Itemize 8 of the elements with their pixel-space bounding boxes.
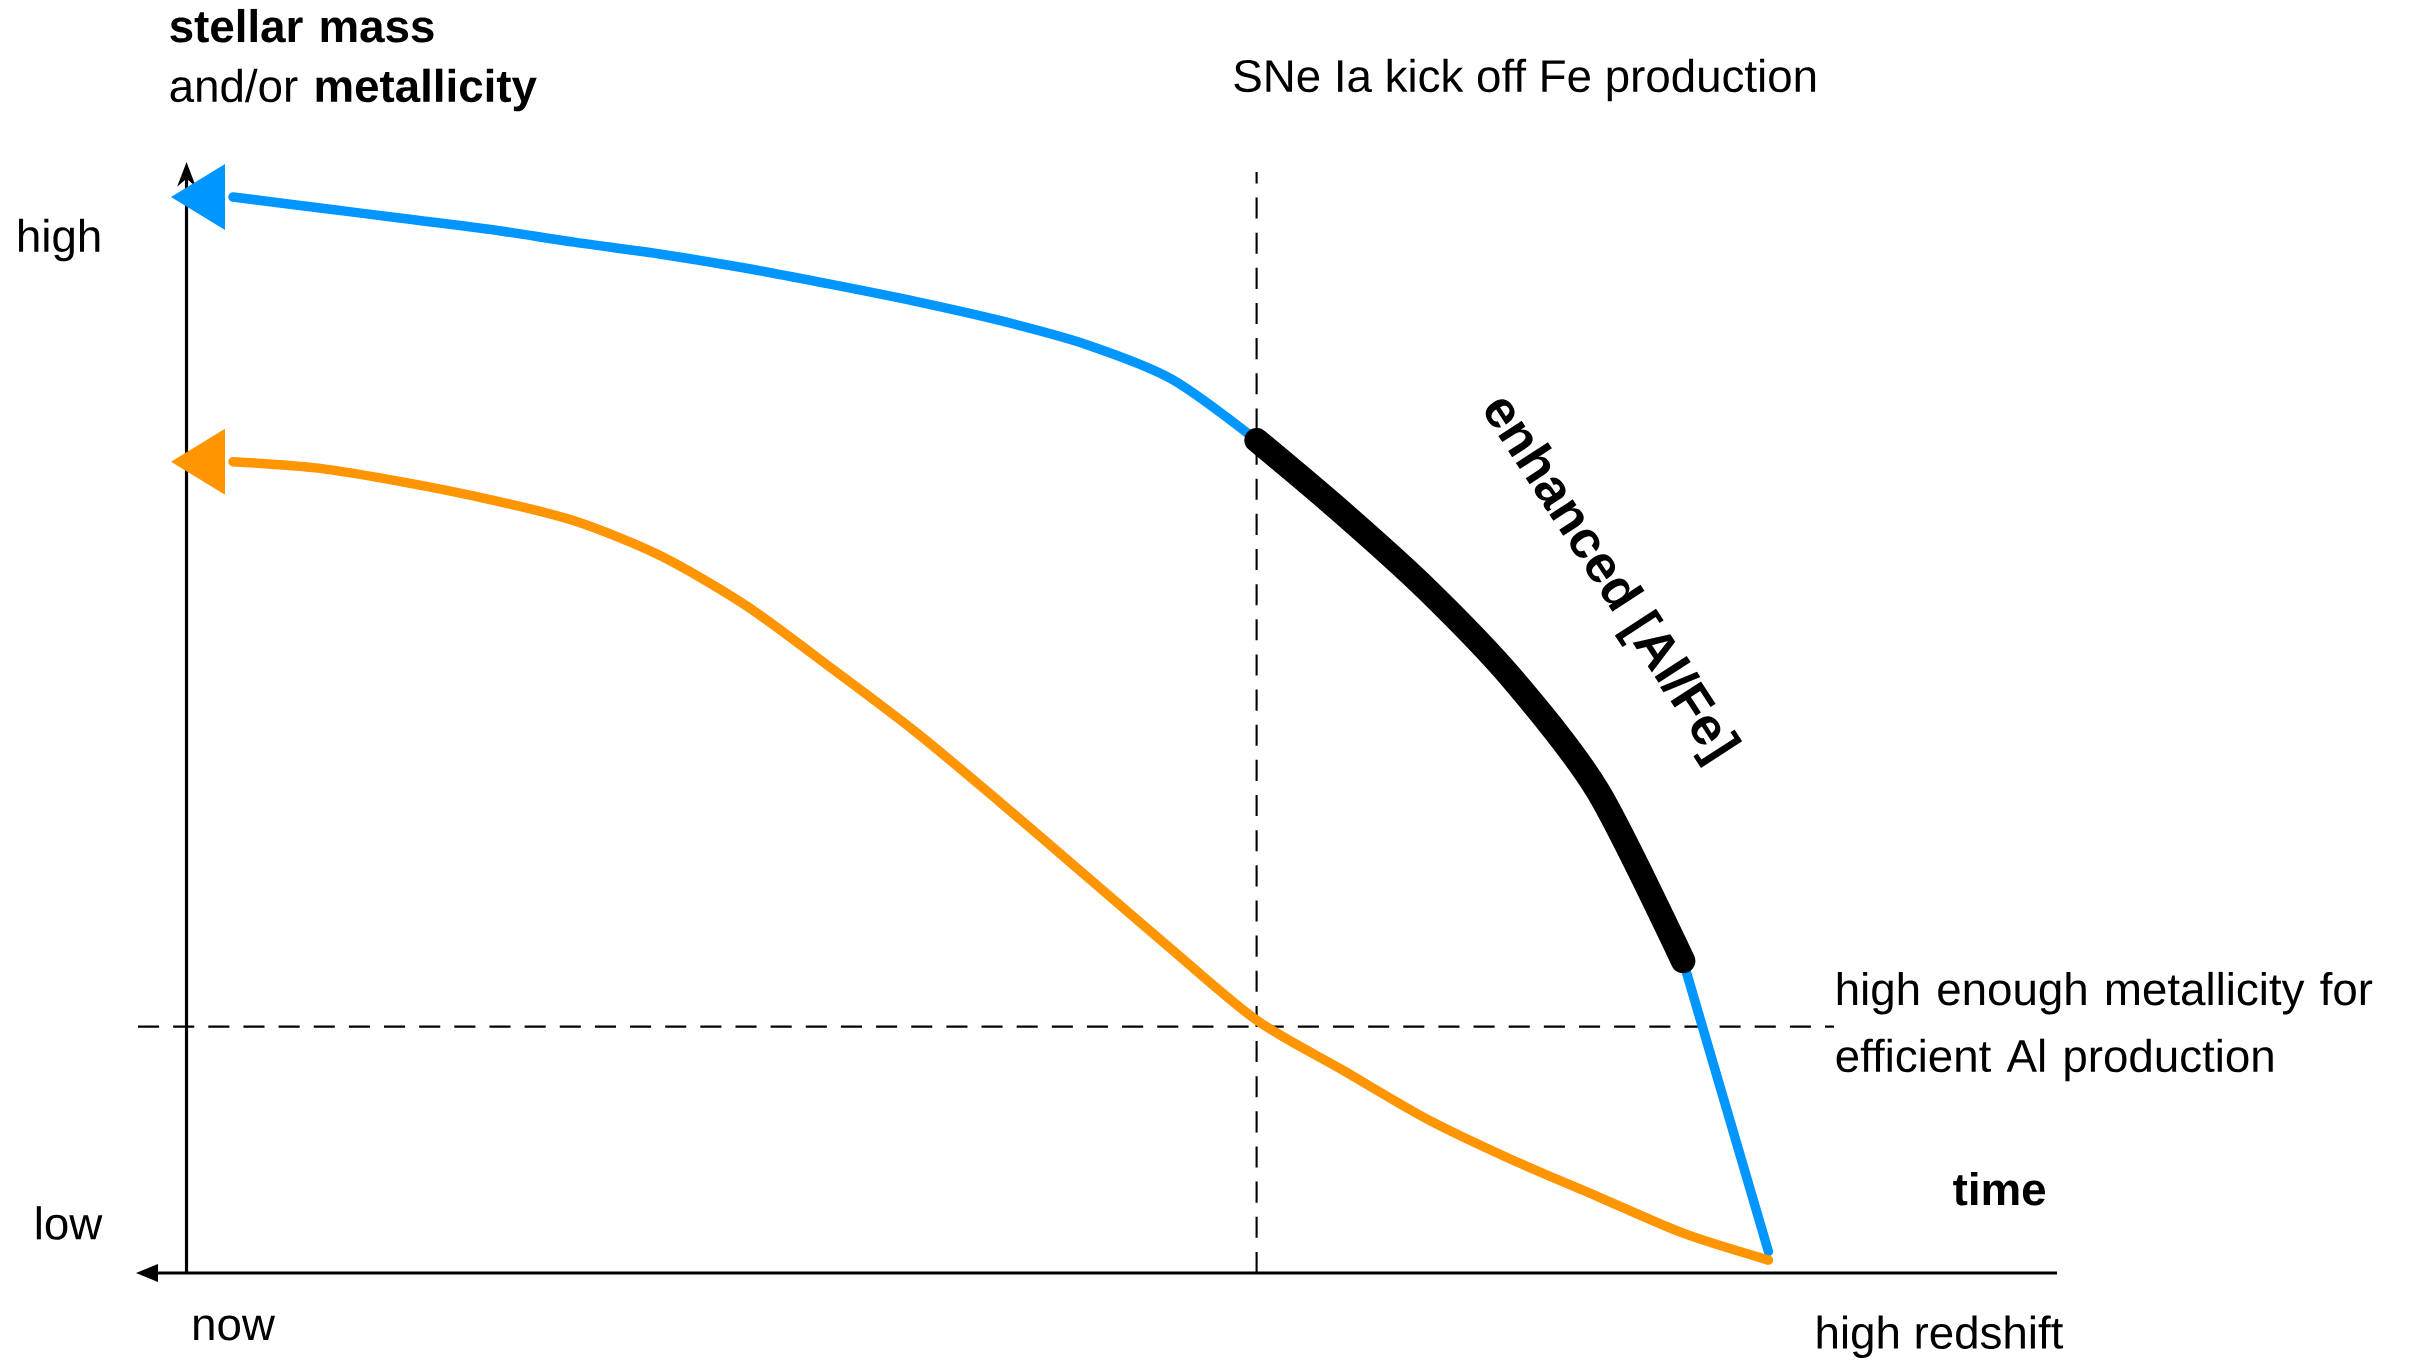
x-tick-label: high redshift xyxy=(1817,1315,2064,1358)
y-axis-title: stellar mass and/or metallicity xyxy=(170,8,537,112)
ref-line-label: high enough metallicity for efficient Al production xyxy=(1836,971,2373,1082)
text: SNe Ia kick off Fe production xyxy=(1234,58,1816,102)
x-axis-title: time xyxy=(1953,1171,2046,1206)
text: high xyxy=(19,218,100,262)
text: low xyxy=(36,1206,103,1240)
x-tick-label: now xyxy=(194,1315,276,1341)
